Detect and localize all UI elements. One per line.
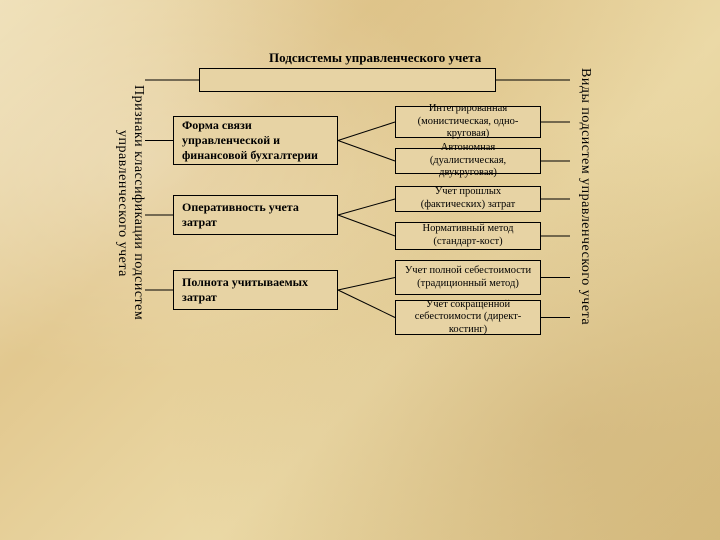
criterion-box-0: Форма связи управленческой и финансовой … bbox=[173, 116, 338, 165]
type-box-4: Учет полной себестоимости (традиционный … bbox=[395, 260, 541, 295]
left-axis-label: Признаки классификации подсистем управле… bbox=[115, 68, 145, 338]
right-axis-label: Виды подсистем управленческого учета bbox=[570, 56, 600, 338]
type-box-2: Учет прошлых (фактических) затрат bbox=[395, 186, 541, 212]
top-empty-box bbox=[199, 68, 496, 92]
type-box-1: Автономная (дуалистическая, двукруговая) bbox=[395, 148, 541, 174]
diagram-title: Подсистемы управленческого учета bbox=[269, 50, 481, 66]
type-box-3: Нормативный метод (стандарт-кост) bbox=[395, 222, 541, 250]
criterion-box-1: Оперативность учета затрат bbox=[173, 195, 338, 235]
criterion-box-2: Полнота учитываемых затрат bbox=[173, 270, 338, 310]
type-box-5: Учет сокращенной себестоимости (директ-к… bbox=[395, 300, 541, 335]
type-box-0: Интегрированная (монистическая, одно-кру… bbox=[395, 106, 541, 138]
